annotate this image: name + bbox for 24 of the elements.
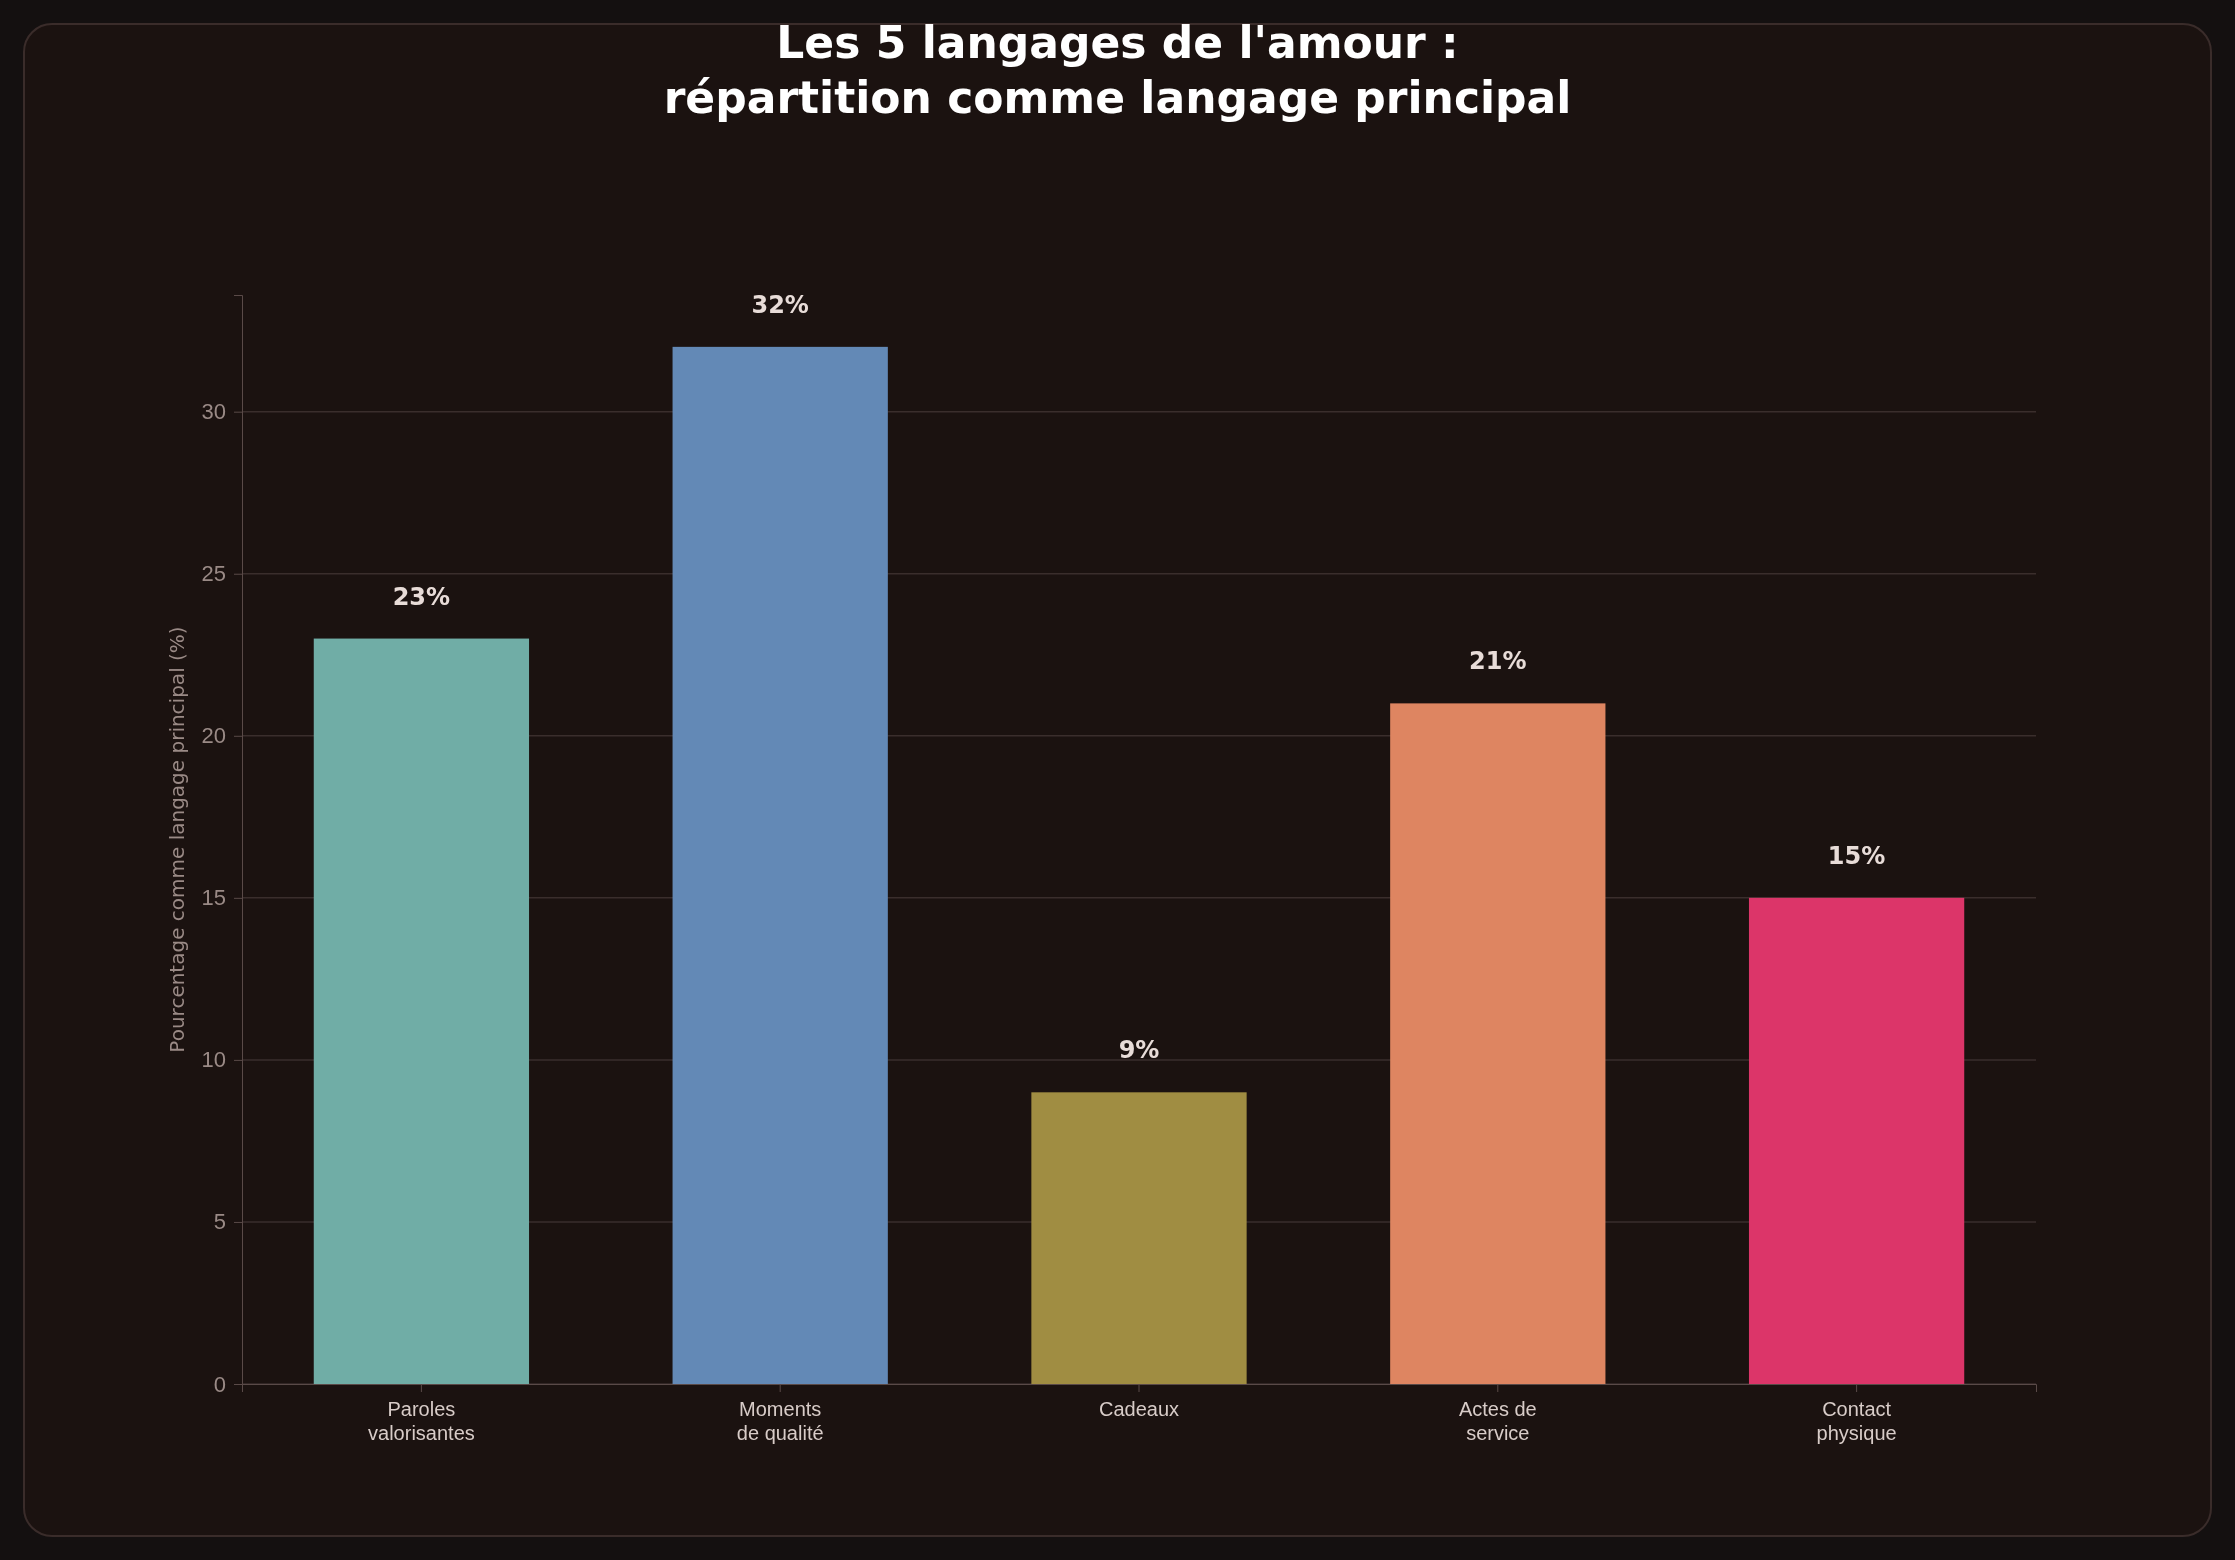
y-axis-title: Pourcentage comme langage principal (%) (165, 626, 189, 1053)
y-tick-label: 10 (201, 1047, 226, 1073)
y-tick-label: 30 (201, 399, 226, 425)
data-label: 23% (392, 582, 451, 611)
chart-title: Les 5 langages de l'amour : répartition comme langage principal (663, 17, 1572, 123)
y-tick-label: 25 (201, 561, 226, 587)
bar (1748, 897, 1965, 1384)
data-label: 9% (1118, 1036, 1160, 1065)
x-tick-label: Cadeaux (1098, 1398, 1180, 1420)
x-tick-label: Paroles valorisantes (368, 1398, 475, 1444)
y-tick-label: 0 (213, 1371, 226, 1397)
x-tick-label: Moments de qualité (736, 1398, 824, 1444)
bar (313, 638, 530, 1384)
x-tick-label: Actes de service (1458, 1398, 1537, 1444)
data-label: 15% (1827, 841, 1886, 870)
x-tick-label: Contact physique (1816, 1398, 1897, 1444)
y-tick-label: 15 (201, 885, 226, 911)
data-label: 32% (751, 290, 809, 319)
data-label: 21% (1469, 647, 1527, 676)
y-tick-label: 5 (213, 1209, 226, 1235)
bar (672, 346, 888, 1384)
bar (1390, 703, 1606, 1384)
y-tick-label: 20 (201, 723, 226, 749)
bar (1031, 1092, 1247, 1384)
